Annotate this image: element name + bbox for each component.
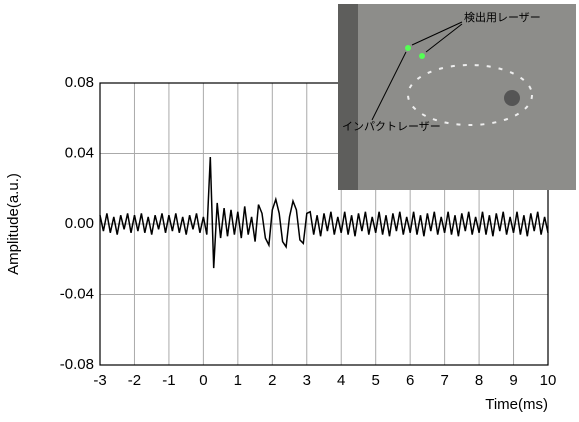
x-tick-label: 5 (372, 372, 380, 389)
laser-spot (419, 53, 425, 59)
x-tick-label: 6 (406, 372, 414, 389)
x-tick-label: 0 (199, 372, 207, 389)
annotation: 検出用レーザー (464, 10, 541, 24)
x-tick-label: 10 (540, 372, 557, 389)
y-tick-label: 0.00 (65, 215, 94, 232)
photo-edge (338, 4, 358, 190)
x-tick-label: 4 (337, 372, 345, 389)
arrow (425, 23, 463, 53)
y-tick-label: -0.08 (60, 356, 94, 373)
x-tick-label: 8 (475, 372, 483, 389)
x-tick-label: -2 (128, 372, 141, 389)
x-tick-label: 7 (440, 372, 448, 389)
annotation: インパクトレーザー (342, 120, 441, 133)
plot-frame (99, 82, 549, 366)
hole (504, 90, 520, 106)
x-tick-label: 3 (303, 372, 311, 389)
y-tick-label: 0.04 (65, 144, 94, 161)
laser-spot (405, 45, 411, 51)
x-axis-label: Time(ms) (485, 396, 548, 413)
target-marks (407, 64, 533, 126)
x-tick-label: 1 (234, 372, 242, 389)
x-tick-label: 9 (509, 372, 517, 389)
photo (338, 4, 576, 190)
y-tick-label: 0.08 (65, 74, 94, 91)
signal-line (99, 156, 549, 269)
x-tick-label: 2 (268, 372, 276, 389)
y-axis-label: Amplitude(a.u.) (5, 173, 22, 275)
x-tick-label: -3 (93, 372, 106, 389)
arrow (411, 21, 463, 46)
x-tick-label: -1 (162, 372, 175, 389)
y-tick-label: -0.04 (60, 285, 94, 302)
arrow (371, 51, 407, 121)
